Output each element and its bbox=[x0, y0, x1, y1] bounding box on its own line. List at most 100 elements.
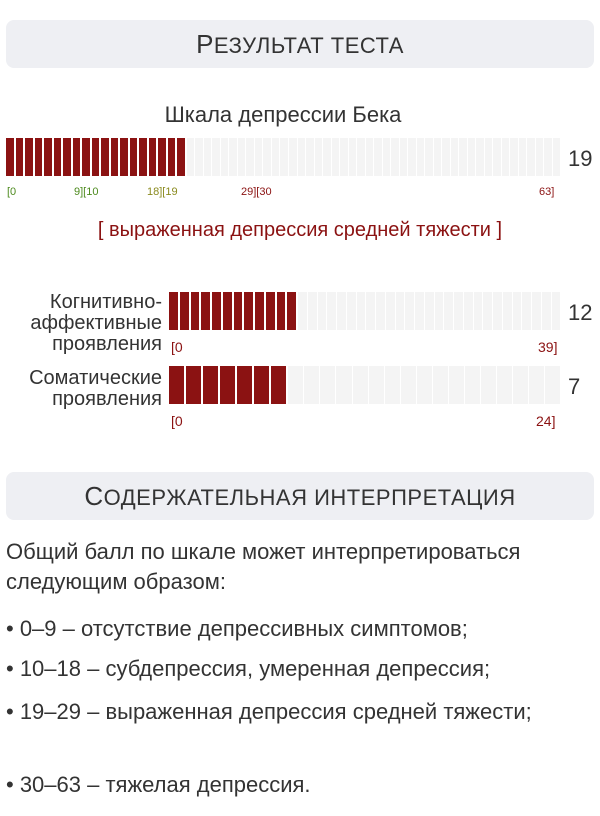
main-scale-empty-cell bbox=[374, 138, 383, 176]
subscale-cognitive-filled-cell bbox=[169, 292, 180, 330]
range-label-0: [0 bbox=[7, 186, 17, 198]
interpretation-item-0: • 0–9 – отсутствие депрессивных симптомо… bbox=[6, 616, 468, 641]
main-scale-filled-cell bbox=[167, 138, 178, 176]
main-scale-empty-cell bbox=[237, 138, 247, 176]
subscale-cognitive-empty-cell bbox=[337, 292, 347, 330]
subscale-somatic-filled-cell bbox=[237, 366, 255, 404]
subscale-somatic-empty-cell bbox=[464, 366, 481, 404]
main-scale-empty-cell bbox=[552, 138, 562, 176]
main-scale-empty-cell bbox=[493, 138, 502, 176]
main-scale-empty-cell bbox=[442, 138, 451, 176]
subscale-somatic-filled-cell bbox=[186, 366, 204, 404]
main-scale-empty-cell bbox=[544, 138, 553, 176]
subscale-cognitive-empty-cell bbox=[532, 292, 542, 330]
subscale-cognitive-filled-cell bbox=[201, 292, 212, 330]
interpretation-item-2: • 19–29 – выраженная депрессия средней т… bbox=[6, 699, 532, 724]
subscale-cognitive-filled-cell bbox=[276, 292, 288, 330]
main-scale-empty-cell bbox=[340, 138, 349, 176]
subscale-somatic-empty-cell bbox=[400, 366, 417, 404]
main-scale-filled-cell bbox=[139, 138, 149, 176]
subscale-somatic-max: 24] bbox=[536, 413, 556, 429]
interpretation-item-3: • 30–63 – тяжелая депрессия. bbox=[6, 772, 311, 797]
subscale-somatic-label: Соматические проявления bbox=[29, 367, 162, 410]
main-scale-filled-cell bbox=[25, 138, 35, 176]
main-scale-filled-cell bbox=[158, 138, 168, 176]
main-scale-empty-cell bbox=[220, 138, 230, 176]
main-scale-empty-cell bbox=[357, 138, 366, 176]
main-scale-empty-cell bbox=[399, 138, 409, 176]
subscale-somatic-empty-cell bbox=[384, 366, 401, 404]
main-scale-filled-cell bbox=[110, 138, 121, 176]
subscale-cognitive-empty-cell bbox=[415, 292, 425, 330]
main-scale-bar bbox=[6, 138, 562, 176]
subscale-somatic-filled-cell bbox=[271, 366, 289, 404]
subscale-somatic-min: [0 bbox=[171, 413, 183, 429]
main-scale-empty-cell bbox=[271, 138, 281, 176]
main-scale-filled-cell bbox=[82, 138, 92, 176]
main-scale-filled-cell bbox=[101, 138, 111, 176]
subscale-somatic-empty-cell bbox=[336, 366, 353, 404]
subscale-somatic-empty-cell bbox=[416, 366, 433, 404]
subscale-cognitive-empty-cell bbox=[541, 292, 552, 330]
range-label-4: 63] bbox=[539, 186, 555, 198]
subscale-cognitive-empty-cell bbox=[395, 292, 406, 330]
subscale-somatic-empty-cell bbox=[288, 366, 305, 404]
main-scale-empty-cell bbox=[229, 138, 238, 176]
subscale-cognitive-empty-cell bbox=[366, 292, 376, 330]
interpretation-item-1: • 10–18 – субдепрессия, умеренная депрес… bbox=[6, 656, 491, 681]
subscale-cognitive-filled-cell bbox=[233, 292, 245, 330]
scale-title: Шкала депрессии Бека bbox=[164, 102, 402, 127]
subscale-cognitive-filled-cell bbox=[244, 292, 255, 330]
subscale-somatic-empty-cell bbox=[448, 366, 465, 404]
main-scale-empty-cell bbox=[348, 138, 358, 176]
subscale-somatic-empty-cell bbox=[368, 366, 385, 404]
subscale-somatic-empty-cell bbox=[496, 366, 513, 404]
main-scale-filled-cell bbox=[91, 138, 102, 176]
main-scale-empty-cell bbox=[484, 138, 494, 176]
main-scale-empty-cell bbox=[416, 138, 426, 176]
main-scale-filled-cell bbox=[53, 138, 64, 176]
main-scale-empty-cell bbox=[314, 138, 324, 176]
interpretation-header: СОДЕРЖАТЕЛЬНАЯ ИНТЕРПРЕТАЦИЯ bbox=[6, 472, 594, 520]
subscale-somatic-score: 7 bbox=[568, 374, 581, 399]
main-scale-empty-cell bbox=[246, 138, 255, 176]
result-header-title: РЕЗУЛЬТАТ ТЕСТА bbox=[196, 28, 404, 59]
subscale-cognitive-empty-cell bbox=[376, 292, 386, 330]
main-scale-empty-cell bbox=[476, 138, 485, 176]
subscale-cognitive-min: [0 bbox=[171, 339, 183, 355]
main-scale-empty-cell bbox=[425, 138, 434, 176]
main-scale-filled-cell bbox=[63, 138, 73, 176]
subscale-cognitive-score: 12 bbox=[568, 300, 593, 325]
interpretation-header-title: СОДЕРЖАТЕЛЬНАЯ ИНТЕРПРЕТАЦИЯ bbox=[84, 480, 516, 511]
subscale-cognitive-empty-cell bbox=[317, 292, 328, 330]
subscale-cognitive-empty-cell bbox=[424, 292, 435, 330]
main-scale-empty-cell bbox=[306, 138, 315, 176]
subscale-cognitive-filled-cell bbox=[190, 292, 202, 330]
main-scale-filled-cell bbox=[15, 138, 26, 176]
result-header: РЕЗУЛЬТАТ ТЕСТА bbox=[6, 20, 594, 68]
subscale-cognitive-filled-cell bbox=[287, 292, 298, 330]
subscale-somatic-bar bbox=[169, 366, 562, 404]
main-scale-filled-cell bbox=[148, 138, 159, 176]
subscale-cognitive-empty-cell bbox=[483, 292, 493, 330]
main-scale-empty-cell bbox=[297, 138, 307, 176]
main-scale-filled-cell bbox=[6, 138, 16, 176]
main-scale-empty-cell bbox=[501, 138, 511, 176]
subscale-somatic-empty-cell bbox=[352, 366, 369, 404]
subscale-somatic-empty-cell bbox=[529, 366, 546, 404]
main-scale-empty-cell bbox=[331, 138, 341, 176]
subscale-somatic-empty-cell bbox=[432, 366, 449, 404]
main-scale-score: 19 bbox=[568, 146, 593, 171]
subscale-cognitive-filled-cell bbox=[255, 292, 266, 330]
subscale-somatic-empty-cell bbox=[320, 366, 337, 404]
subscale-cognitive-bar bbox=[169, 292, 562, 330]
subscale-cognitive-empty-cell bbox=[551, 292, 562, 330]
main-scale-empty-cell bbox=[527, 138, 536, 176]
main-scale-empty-cell bbox=[535, 138, 545, 176]
main-scale-empty-cell bbox=[212, 138, 221, 176]
range-label-1: 9][10 bbox=[74, 186, 99, 198]
subscale-cognitive-empty-cell bbox=[463, 292, 474, 330]
subscale-somatic-filled-cell bbox=[254, 366, 272, 404]
range-label-2: 18][19 bbox=[147, 186, 178, 198]
subscale-cognitive-filled-cell bbox=[179, 292, 191, 330]
